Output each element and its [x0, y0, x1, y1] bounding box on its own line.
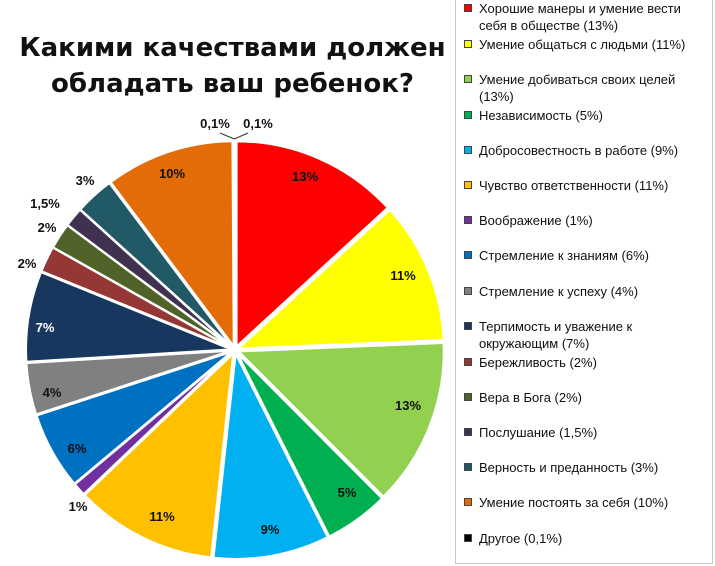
- legend-label: Умение добиваться своих целей (13%): [479, 72, 676, 104]
- legend-item: Умение постоять за себя (10%): [464, 494, 709, 511]
- legend-label: Умение общаться с людьми (11%): [479, 37, 686, 52]
- legend-label: Вера в Бога (2%): [479, 390, 582, 405]
- legend-item: Чувство ответственности (11%): [464, 177, 709, 194]
- legend-item: Другое (0,1%): [464, 530, 709, 547]
- legend-label: Стремление к успеху (4%): [479, 284, 639, 299]
- legend-swatch: [464, 216, 472, 224]
- data-label-14: 3%: [76, 173, 95, 188]
- pie-slice-16: [232, 139, 236, 347]
- legend-label: Хорошие манеры и умение вести себя в общ…: [479, 1, 681, 33]
- legend-swatch: [464, 4, 472, 12]
- data-label-5: 9%: [261, 522, 280, 537]
- legend-label: Воображение (1%): [479, 213, 593, 228]
- legend-label: Умение постоять за себя (10%): [479, 495, 669, 510]
- legend-item: Верность и преданность (3%): [464, 459, 709, 476]
- leader-line-1: [219, 132, 235, 140]
- legend-item: Вера в Бога (2%): [464, 389, 709, 406]
- legend-item: Умение общаться с людьми (11%): [464, 36, 709, 53]
- legend-swatch: [464, 75, 472, 83]
- legend-swatch: [464, 287, 472, 295]
- legend-item: Умение добиваться своих целей (13%): [464, 71, 709, 105]
- legend-item: Стремление к знаниям (6%): [464, 247, 709, 264]
- legend-item: Хорошие манеры и умение вести себя в общ…: [464, 0, 709, 34]
- data-label-4: 5%: [338, 485, 357, 500]
- chart-area: 13% 11% 13% 5% 9% 11% 1% 6% 4% 7% 2% 2% 1,5% 3% 10% 0,1…: [10, 30, 455, 560]
- legend-swatch: [464, 463, 472, 471]
- chart-title-line-1: Какими качествами должен: [19, 33, 446, 63]
- legend-swatch: [464, 146, 472, 154]
- legend-label: Независимость (5%): [479, 108, 603, 123]
- legend-swatch: [464, 322, 472, 330]
- pie-slice-15: [109, 140, 235, 350]
- legend-item: Терпимость и уважение к окружающим (7%): [464, 318, 709, 352]
- pie-slice-8: [35, 350, 233, 486]
- legend-item: Бережливость (2%): [464, 354, 709, 371]
- pie-slice-14: [78, 181, 234, 348]
- chart-title: Какими качествами должен обладать ваш ре…: [10, 30, 455, 102]
- legend-swatch: [464, 181, 472, 189]
- legend-swatch: [464, 40, 472, 48]
- pie-slice-6: [83, 350, 235, 559]
- data-label-3: 13%: [395, 398, 421, 413]
- legend-swatch: [464, 358, 472, 366]
- legend-swatch: [464, 498, 472, 506]
- pie-slice-2: [236, 208, 445, 350]
- legend-label: Добросовестность в работе (9%): [479, 143, 679, 158]
- legend-item: Послушание (1,5%): [464, 424, 709, 441]
- data-label-15: 10%: [159, 166, 185, 181]
- pie-slice-5: [212, 350, 330, 560]
- pie-slice-10: [25, 270, 232, 363]
- legend-item: Независимость (5%): [464, 107, 709, 124]
- legend-label: Стремление к знаниям (6%): [479, 248, 649, 263]
- data-label-13: 1,5%: [30, 196, 60, 211]
- data-label-7: 1%: [69, 499, 88, 514]
- leader-line-2: [234, 132, 249, 140]
- data-label-1: 13%: [292, 169, 318, 184]
- data-label-12: 2%: [38, 220, 57, 235]
- pie-slice-3: [236, 341, 445, 499]
- pie-slice-1: [235, 140, 390, 349]
- pie-chart: 13% 11% 13% 5% 9% 11% 1% 6% 4% 7% 2% 2% 1,5% 3% 10% 0,1…: [18, 116, 445, 560]
- data-label-9: 4%: [43, 385, 62, 400]
- data-label-extra: 0,1%: [243, 116, 273, 131]
- legend: Хорошие манеры и умение вести себя в общ…: [455, 0, 713, 564]
- data-label-16: 0,1%: [200, 116, 230, 131]
- legend-swatch: [464, 534, 472, 542]
- chart-title-line-2: обладать ваш ребенок?: [51, 69, 414, 99]
- legend-label: Верность и преданность (3%): [479, 460, 659, 475]
- legend-label: Терпимость и уважение к окружающим (7%): [479, 319, 633, 351]
- legend-label: Другое (0,1%): [479, 531, 563, 546]
- data-label-2: 11%: [390, 268, 416, 283]
- data-label-6: 11%: [149, 509, 175, 524]
- legend-swatch: [464, 393, 472, 401]
- legend-item: Стремление к успеху (4%): [464, 283, 709, 300]
- data-label-11: 2%: [18, 256, 37, 271]
- pie-slice-4: [236, 352, 384, 538]
- legend-label: Послушание (1,5%): [479, 425, 598, 440]
- data-label-10: 7%: [36, 320, 55, 335]
- legend-item: Воображение (1%): [464, 212, 709, 229]
- legend-swatch: [464, 251, 472, 259]
- legend-swatch: [464, 111, 472, 119]
- legend-label: Чувство ответственности (11%): [479, 178, 669, 193]
- pie-slice-9: [25, 349, 232, 416]
- legend-swatch: [464, 428, 472, 436]
- data-label-8: 6%: [68, 441, 87, 456]
- legend-item: Добросовестность в работе (9%): [464, 142, 709, 159]
- legend-label: Бережливость (2%): [479, 355, 597, 370]
